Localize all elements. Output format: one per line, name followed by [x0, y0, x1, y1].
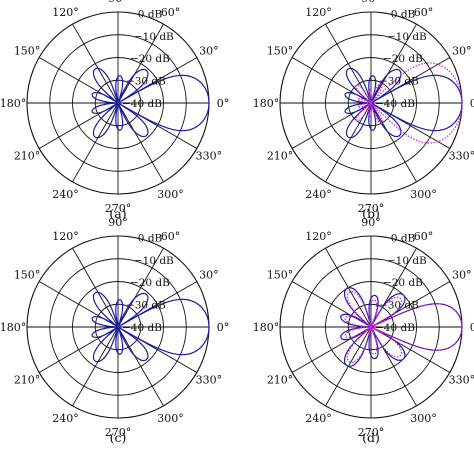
radial-tick-label: −30 dB	[379, 300, 419, 312]
angle-tick-label: 300°	[157, 188, 184, 201]
grid-spoke	[370, 102, 417, 183]
radial-tick-label: −10 dB	[134, 255, 174, 267]
polar-chart-1: 0° 30° 60° 90° 120° 150° 180° 210° 240° 270° 300° 3…	[0, 0, 229, 221]
polar-chart-2: 0° 30° 60° 90° 120° 150° 180° 210° 240° 270° 300° 3…	[253, 0, 474, 221]
angle-tick-label: 210°	[14, 374, 41, 387]
radial-tick-label: −30 dB	[126, 300, 166, 312]
angle-tick-label: 150°	[14, 269, 41, 282]
angle-tick-label: 240°	[52, 188, 79, 201]
angle-tick-label: 240°	[305, 412, 332, 425]
angle-tick-label: 150°	[267, 269, 294, 282]
grid-spoke	[117, 23, 164, 104]
grid-spoke	[72, 326, 119, 407]
radial-tick-label: −40 dB	[122, 98, 162, 110]
angle-tick-label: 120°	[52, 230, 79, 243]
angle-tick-label: 90°	[108, 0, 128, 5]
grid-spoke	[370, 281, 451, 328]
panel-caption: (d)	[362, 430, 380, 445]
radial-tick-label: −20 dB	[130, 277, 170, 289]
angle-tick-label: 0°	[217, 321, 230, 334]
angle-tick-label: 0°	[217, 97, 230, 110]
angle-tick-label: 150°	[14, 45, 41, 58]
angle-tick-label: 210°	[267, 150, 294, 163]
angle-tick-label: 0°	[470, 321, 474, 334]
angle-tick-label: 60°	[414, 230, 434, 243]
radial-tick-label: 0 dB	[391, 232, 416, 244]
series-line-2	[355, 62, 463, 144]
angle-tick-label: 150°	[267, 45, 294, 58]
grid-spoke	[370, 326, 451, 373]
radial-tick-label: −20 dB	[383, 277, 423, 289]
angle-tick-label: 210°	[14, 150, 41, 163]
angle-tick-label: 300°	[157, 412, 184, 425]
angle-tick-label: 210°	[267, 374, 294, 387]
angle-tick-label: 330°	[196, 374, 223, 387]
panel-caption: (a)	[109, 206, 126, 221]
angle-tick-label: 240°	[52, 412, 79, 425]
angle-tick-label: 30°	[199, 45, 219, 58]
radial-tick-label: 0 dB	[138, 232, 163, 244]
angle-tick-label: 180°	[0, 321, 26, 334]
grid-spoke	[117, 247, 164, 328]
angle-tick-label: 120°	[305, 230, 332, 243]
angle-tick-label: 30°	[452, 45, 472, 58]
series-line-1	[344, 67, 463, 139]
grid-spoke	[72, 102, 119, 183]
angle-tick-label: 270°	[358, 426, 385, 439]
radial-tick-label: −10 dB	[387, 255, 427, 267]
series-line-1	[91, 67, 210, 139]
panel-caption: (b)	[362, 206, 380, 221]
angle-tick-label: 270°	[105, 426, 132, 439]
grid-spoke	[325, 102, 372, 183]
series-line-2	[344, 291, 463, 363]
radial-tick-label: 0 dB	[138, 8, 163, 20]
angle-tick-label: 180°	[253, 97, 280, 110]
grid-spoke	[72, 247, 119, 328]
radial-tick-label: −40 dB	[375, 322, 415, 334]
polar-chart-3: 0° 30° 60° 90° 120° 150° 180° 210° 240° 270° 300° 3…	[0, 216, 229, 445]
angle-tick-label: 60°	[414, 6, 434, 19]
radial-tick-label: −10 dB	[387, 31, 427, 43]
radial-tick-label: −20 dB	[130, 53, 170, 65]
angle-tick-label: 30°	[452, 269, 472, 282]
grid-spoke	[291, 326, 372, 373]
series-line-1	[91, 291, 210, 363]
angle-tick-label: 90°	[361, 216, 381, 229]
angle-tick-label: 270°	[105, 202, 132, 215]
grid-spoke	[117, 326, 164, 407]
angle-tick-label: 90°	[108, 216, 128, 229]
grid-spoke	[291, 281, 372, 328]
radial-tick-label: −40 dB	[375, 98, 415, 110]
angle-tick-label: 240°	[305, 188, 332, 201]
grid-spoke	[117, 102, 164, 183]
angle-tick-label: 330°	[196, 150, 223, 163]
angle-tick-label: 60°	[161, 230, 181, 243]
radial-tick-label: −40 dB	[122, 322, 162, 334]
angle-tick-label: 270°	[358, 202, 385, 215]
polar-chart-4: 0° 30° 60° 90° 120° 150° 180° 210° 240° 270° 300° 3…	[253, 216, 474, 445]
angle-tick-label: 300°	[410, 412, 437, 425]
grid-spoke	[72, 23, 119, 104]
angle-tick-label: 0°	[470, 97, 474, 110]
angle-tick-label: 60°	[161, 6, 181, 19]
angle-tick-label: 90°	[361, 0, 381, 5]
grid-spoke	[370, 23, 417, 104]
angle-tick-label: 330°	[449, 374, 474, 387]
angle-tick-label: 330°	[449, 150, 474, 163]
radial-tick-label: 0 dB	[391, 8, 416, 20]
angle-tick-label: 120°	[52, 6, 79, 19]
angle-tick-label: 180°	[253, 321, 280, 334]
radial-tick-label: −30 dB	[126, 76, 166, 88]
radial-tick-label: −30 dB	[379, 76, 419, 88]
angle-tick-label: 120°	[305, 6, 332, 19]
radial-tick-label: −10 dB	[134, 31, 174, 43]
angle-tick-label: 180°	[0, 97, 26, 110]
radial-tick-label: −20 dB	[383, 53, 423, 65]
grid-spoke	[325, 23, 372, 104]
panel-caption: (c)	[110, 430, 127, 445]
angle-tick-label: 300°	[410, 188, 437, 201]
angle-tick-label: 30°	[199, 269, 219, 282]
